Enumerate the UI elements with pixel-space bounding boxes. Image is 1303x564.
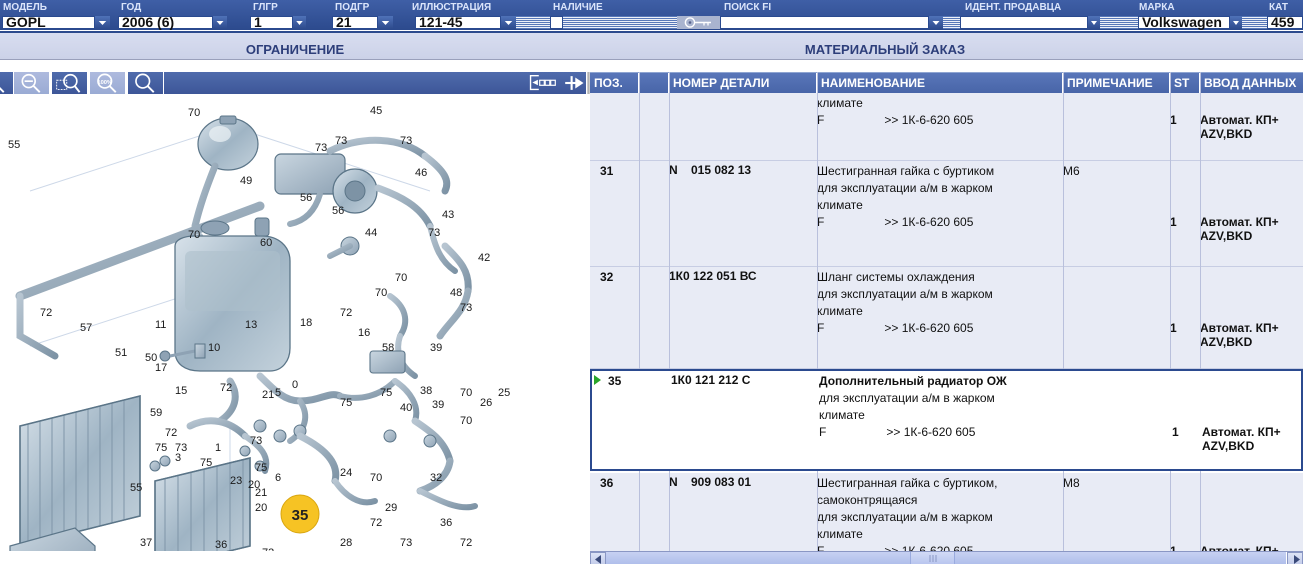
svg-text:10: 10 (208, 342, 220, 354)
svg-text:42: 42 (478, 252, 490, 264)
svg-text:46: 46 (415, 167, 427, 179)
svg-text:72: 72 (460, 537, 472, 549)
svg-text:5: 5 (275, 387, 281, 399)
svg-text:49: 49 (240, 175, 252, 187)
svg-text:57: 57 (80, 322, 92, 334)
svg-text:73: 73 (428, 227, 440, 239)
svg-text:15: 15 (175, 385, 187, 397)
svg-text:70: 70 (395, 272, 407, 284)
svg-text:40: 40 (400, 402, 412, 414)
svg-text:11: 11 (155, 319, 166, 331)
svg-text:29: 29 (385, 502, 397, 514)
svg-text:23: 23 (230, 475, 242, 487)
svg-text:56: 56 (300, 192, 312, 204)
svg-text:25: 25 (498, 387, 510, 399)
svg-text:72: 72 (370, 517, 382, 529)
svg-text:45: 45 (370, 105, 382, 117)
svg-text:18: 18 (300, 317, 312, 329)
svg-text:70: 70 (188, 229, 200, 241)
svg-text:60: 60 (260, 237, 272, 249)
svg-text:73: 73 (175, 442, 187, 454)
svg-text:73: 73 (335, 135, 347, 147)
svg-text:73: 73 (315, 142, 327, 154)
svg-text:72: 72 (340, 307, 352, 319)
svg-text:56: 56 (332, 205, 344, 217)
svg-text:72: 72 (40, 307, 52, 319)
svg-text:39: 39 (432, 399, 444, 411)
svg-text:70: 70 (375, 287, 387, 299)
svg-text:73: 73 (460, 302, 472, 314)
svg-text:38: 38 (420, 385, 432, 397)
svg-text:26: 26 (480, 397, 492, 409)
svg-text:75: 75 (380, 387, 392, 399)
svg-text:70: 70 (460, 387, 472, 399)
svg-text:75: 75 (200, 457, 212, 469)
svg-text:32: 32 (430, 472, 442, 484)
svg-text:24: 24 (340, 467, 352, 479)
svg-text:35: 35 (292, 507, 309, 524)
svg-text:70: 70 (370, 472, 382, 484)
svg-text:13: 13 (245, 319, 257, 331)
svg-text:21: 21 (255, 487, 267, 499)
svg-text:75: 75 (340, 397, 352, 409)
svg-text:20: 20 (255, 502, 267, 514)
svg-text:36: 36 (215, 539, 227, 551)
svg-text:73: 73 (400, 135, 412, 147)
svg-text:70: 70 (460, 415, 472, 427)
svg-text:36: 36 (440, 517, 452, 529)
svg-text:55: 55 (130, 482, 142, 494)
svg-text:21: 21 (262, 389, 274, 401)
svg-text:43: 43 (442, 209, 454, 221)
svg-text:73: 73 (400, 537, 412, 549)
svg-text:17: 17 (155, 362, 167, 374)
svg-text:28: 28 (340, 537, 352, 549)
svg-text:75: 75 (255, 462, 267, 474)
svg-text:70: 70 (188, 107, 200, 119)
svg-text:72: 72 (165, 427, 177, 439)
svg-text:48: 48 (450, 287, 462, 299)
svg-text:73: 73 (250, 435, 262, 447)
svg-text:75: 75 (155, 442, 167, 454)
svg-text:44: 44 (365, 227, 377, 239)
svg-text:39: 39 (430, 342, 442, 354)
svg-text:73: 73 (262, 547, 274, 551)
svg-text:1: 1 (215, 442, 221, 454)
svg-text:51: 51 (115, 347, 127, 359)
svg-text:16: 16 (358, 327, 370, 339)
svg-text:37: 37 (140, 537, 152, 549)
svg-text:100%: 100% (97, 80, 112, 86)
svg-text:55: 55 (8, 139, 20, 151)
svg-text:72: 72 (220, 382, 232, 394)
svg-text:58: 58 (382, 342, 394, 354)
svg-text:59: 59 (150, 407, 162, 419)
svg-text:0: 0 (292, 379, 298, 391)
svg-text:6: 6 (275, 472, 281, 484)
